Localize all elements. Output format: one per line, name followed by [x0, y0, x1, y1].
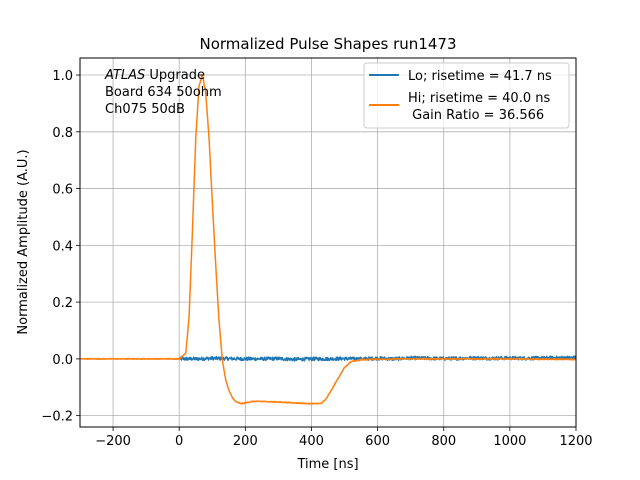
x-tick-label: 1000: [493, 434, 526, 449]
plot-frame: [79, 57, 577, 428]
y-tick-label: 0.4: [52, 239, 73, 254]
x-tick-label: 400: [299, 434, 324, 449]
x-axis-ticks: −200 0 200 400 600 800 1000 1200: [95, 427, 593, 449]
x-tick-label: 200: [233, 434, 258, 449]
y-tick-label: 0.2: [52, 296, 73, 311]
x-tick-label: 1200: [559, 434, 592, 449]
annotation-atlas: ATLAS: [104, 68, 145, 83]
legend-label-lo: Lo; risetime = 41.7 ns: [408, 69, 552, 84]
x-tick-label: −200: [95, 434, 131, 449]
y-axis-ticks: −0.2 0.0 0.2 0.4 0.6 0.8 1.0: [41, 69, 80, 425]
legend-label-hi-line: Gain Ratio = 36.566: [408, 108, 544, 123]
y-tick-label: 0.0: [52, 353, 73, 368]
annotation-channel: Ch075 50dB: [105, 102, 185, 117]
y-axis-label: Normalized Amplitude (A.U.): [16, 149, 31, 334]
x-tick-label: 800: [431, 434, 456, 449]
plot-lines: [80, 74, 576, 405]
series-line-hi: [80, 74, 576, 405]
x-axis-label: Time [ns]: [296, 457, 358, 472]
legend-label-hi-line: Hi; risetime = 40.0 ns: [408, 91, 550, 106]
y-tick-label: 0.6: [52, 183, 73, 198]
legend-label-hi: Hi; risetime = 40.0 ns Gain Ratio = 36.5…: [408, 91, 550, 123]
y-tick-label: −0.2: [41, 410, 73, 425]
x-tick-label: 0: [175, 434, 183, 449]
annotation-text: ATLAS Upgrade Board 634 50ohm Ch075 50dB: [104, 68, 222, 117]
chart-title: Normalized Pulse Shapes run1473: [199, 35, 456, 53]
legend: Lo; risetime = 41.7 ns Hi; risetime = 40…: [363, 62, 570, 129]
annotation-upgrade: Upgrade: [145, 68, 205, 83]
x-tick-label: 600: [365, 434, 390, 449]
legend-box: [363, 62, 570, 129]
annotation-board: Board 634 50ohm: [105, 85, 222, 100]
y-tick-label: 1.0: [52, 69, 73, 84]
svg-text:ATLAS Upgrade: ATLAS Upgrade: [104, 68, 205, 83]
y-tick-label: 0.8: [52, 126, 73, 141]
